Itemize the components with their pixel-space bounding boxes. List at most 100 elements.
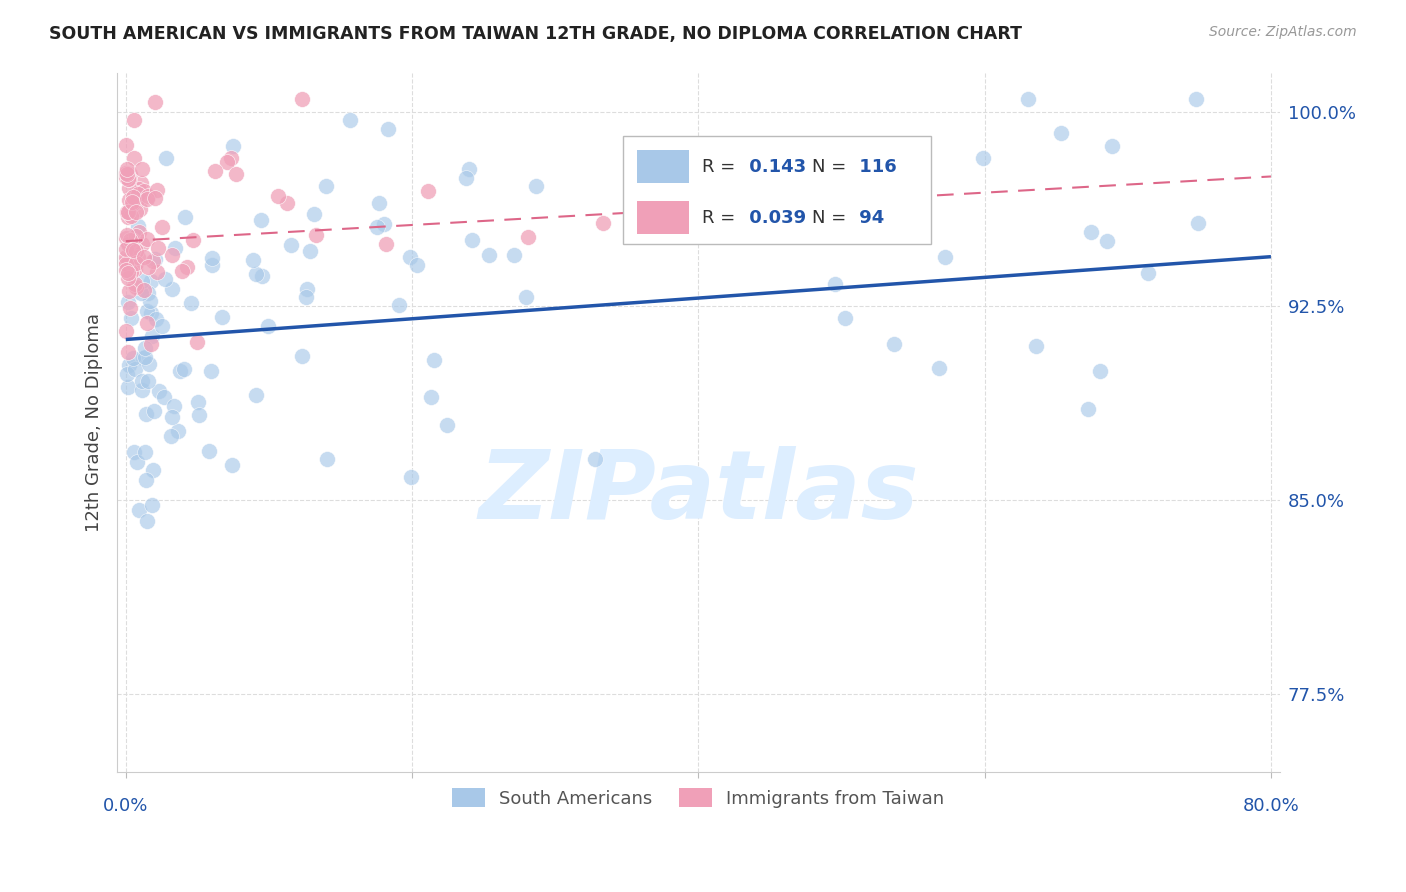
Point [1017,92,1039,106]
Point [201,258,224,272]
Point [167,424,190,438]
Text: 94: 94 [853,209,884,227]
Point [295,282,318,296]
Point [200,364,222,378]
Point [128,225,150,239]
Point [115,161,138,176]
Point [188,408,211,422]
Point [115,262,138,277]
Point [125,194,148,209]
Point [143,95,166,109]
Point [183,233,205,247]
Point [148,241,170,255]
Point [256,319,278,334]
Point [478,248,501,262]
Point [143,191,166,205]
Point [420,391,443,405]
Point [115,204,138,219]
Point [132,351,155,365]
Point [117,285,139,299]
Point [267,189,290,203]
Legend: South Americans, Immigrants from Taiwan: South Americans, Immigrants from Taiwan [444,781,952,815]
Text: N =: N = [813,209,846,227]
Point [118,233,141,247]
Point [136,231,159,245]
Point [141,328,163,343]
Point [129,202,152,216]
Point [141,336,163,351]
Point [125,205,148,219]
Point [305,227,328,242]
Point [1090,364,1112,378]
Point [388,298,411,312]
Point [515,290,537,304]
Point [122,151,145,165]
Point [131,161,153,176]
Text: 116: 116 [853,158,897,176]
Point [644,208,666,222]
Point [138,357,160,371]
Point [295,290,318,304]
Point [153,390,176,404]
Point [122,243,145,257]
Point [373,217,395,231]
Point [245,268,267,282]
Point [120,311,142,326]
FancyBboxPatch shape [637,150,689,184]
Point [375,237,398,252]
Point [304,206,326,220]
Point [1187,216,1209,230]
Point [117,205,139,219]
Point [118,181,141,195]
Point [198,444,221,458]
Point [316,451,339,466]
Point [117,267,139,281]
Point [127,250,149,264]
Point [141,498,163,512]
Point [115,324,138,338]
Point [377,122,399,136]
Point [117,358,139,372]
Point [118,206,141,220]
Text: 0.0%: 0.0% [103,797,149,814]
Point [139,293,162,308]
Point [163,400,186,414]
Point [131,237,153,252]
Point [128,503,150,517]
Point [125,244,148,258]
Text: Source: ZipAtlas.com: Source: ZipAtlas.com [1209,25,1357,39]
Point [682,145,704,159]
Point [136,316,159,330]
Point [115,254,138,268]
Point [121,195,143,210]
Point [117,235,139,249]
Point [129,176,152,190]
Text: 0.039: 0.039 [742,209,806,227]
Point [127,455,149,469]
Point [416,184,439,198]
Point [117,257,139,271]
Point [125,229,148,244]
Point [118,202,141,216]
Point [115,367,138,381]
Point [115,228,138,243]
Point [744,229,766,244]
Point [1080,226,1102,240]
Point [118,167,141,181]
Point [124,256,146,270]
Point [215,155,238,169]
FancyBboxPatch shape [637,201,689,235]
Point [117,172,139,186]
Point [122,238,145,252]
Point [135,473,157,487]
Point [148,384,170,399]
Point [583,451,606,466]
Point [339,112,361,127]
Point [115,231,138,245]
Point [115,167,138,181]
Point [405,258,427,272]
Point [143,252,166,267]
Point [122,351,145,365]
Text: SOUTH AMERICAN VS IMMIGRANTS FROM TAIWAN 12TH GRADE, NO DIPLOMA CORRELATION CHAR: SOUTH AMERICAN VS IMMIGRANTS FROM TAIWAN… [49,25,1022,43]
Point [291,349,314,363]
